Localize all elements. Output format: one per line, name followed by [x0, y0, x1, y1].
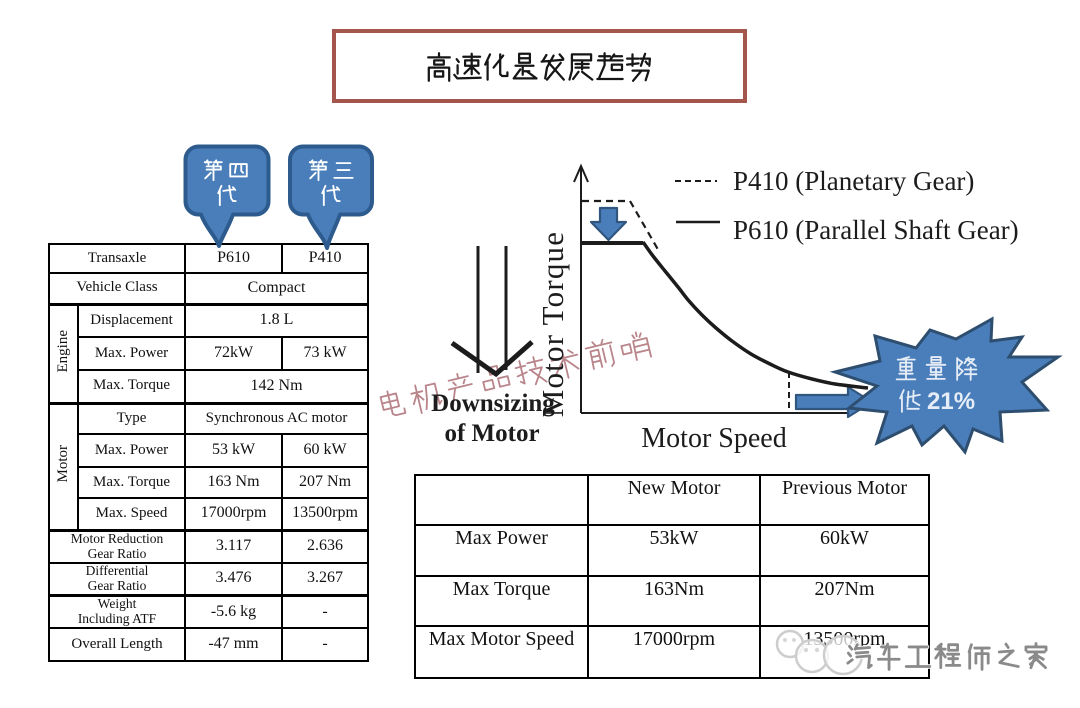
svg-text:P410 (Planetary Gear): P410 (Planetary Gear) [733, 166, 974, 196]
svg-text:of Motor: of Motor [444, 420, 539, 447]
svg-text:Motor Torque: Motor Torque [535, 231, 570, 417]
svg-text:P610 (Parallel Shaft Gear): P610 (Parallel Shaft Gear) [733, 215, 1019, 245]
svg-text:Downsizing: Downsizing [431, 390, 555, 417]
svg-text:21%: 21% [927, 388, 975, 415]
svg-text:Motor Speed: Motor Speed [641, 423, 786, 454]
